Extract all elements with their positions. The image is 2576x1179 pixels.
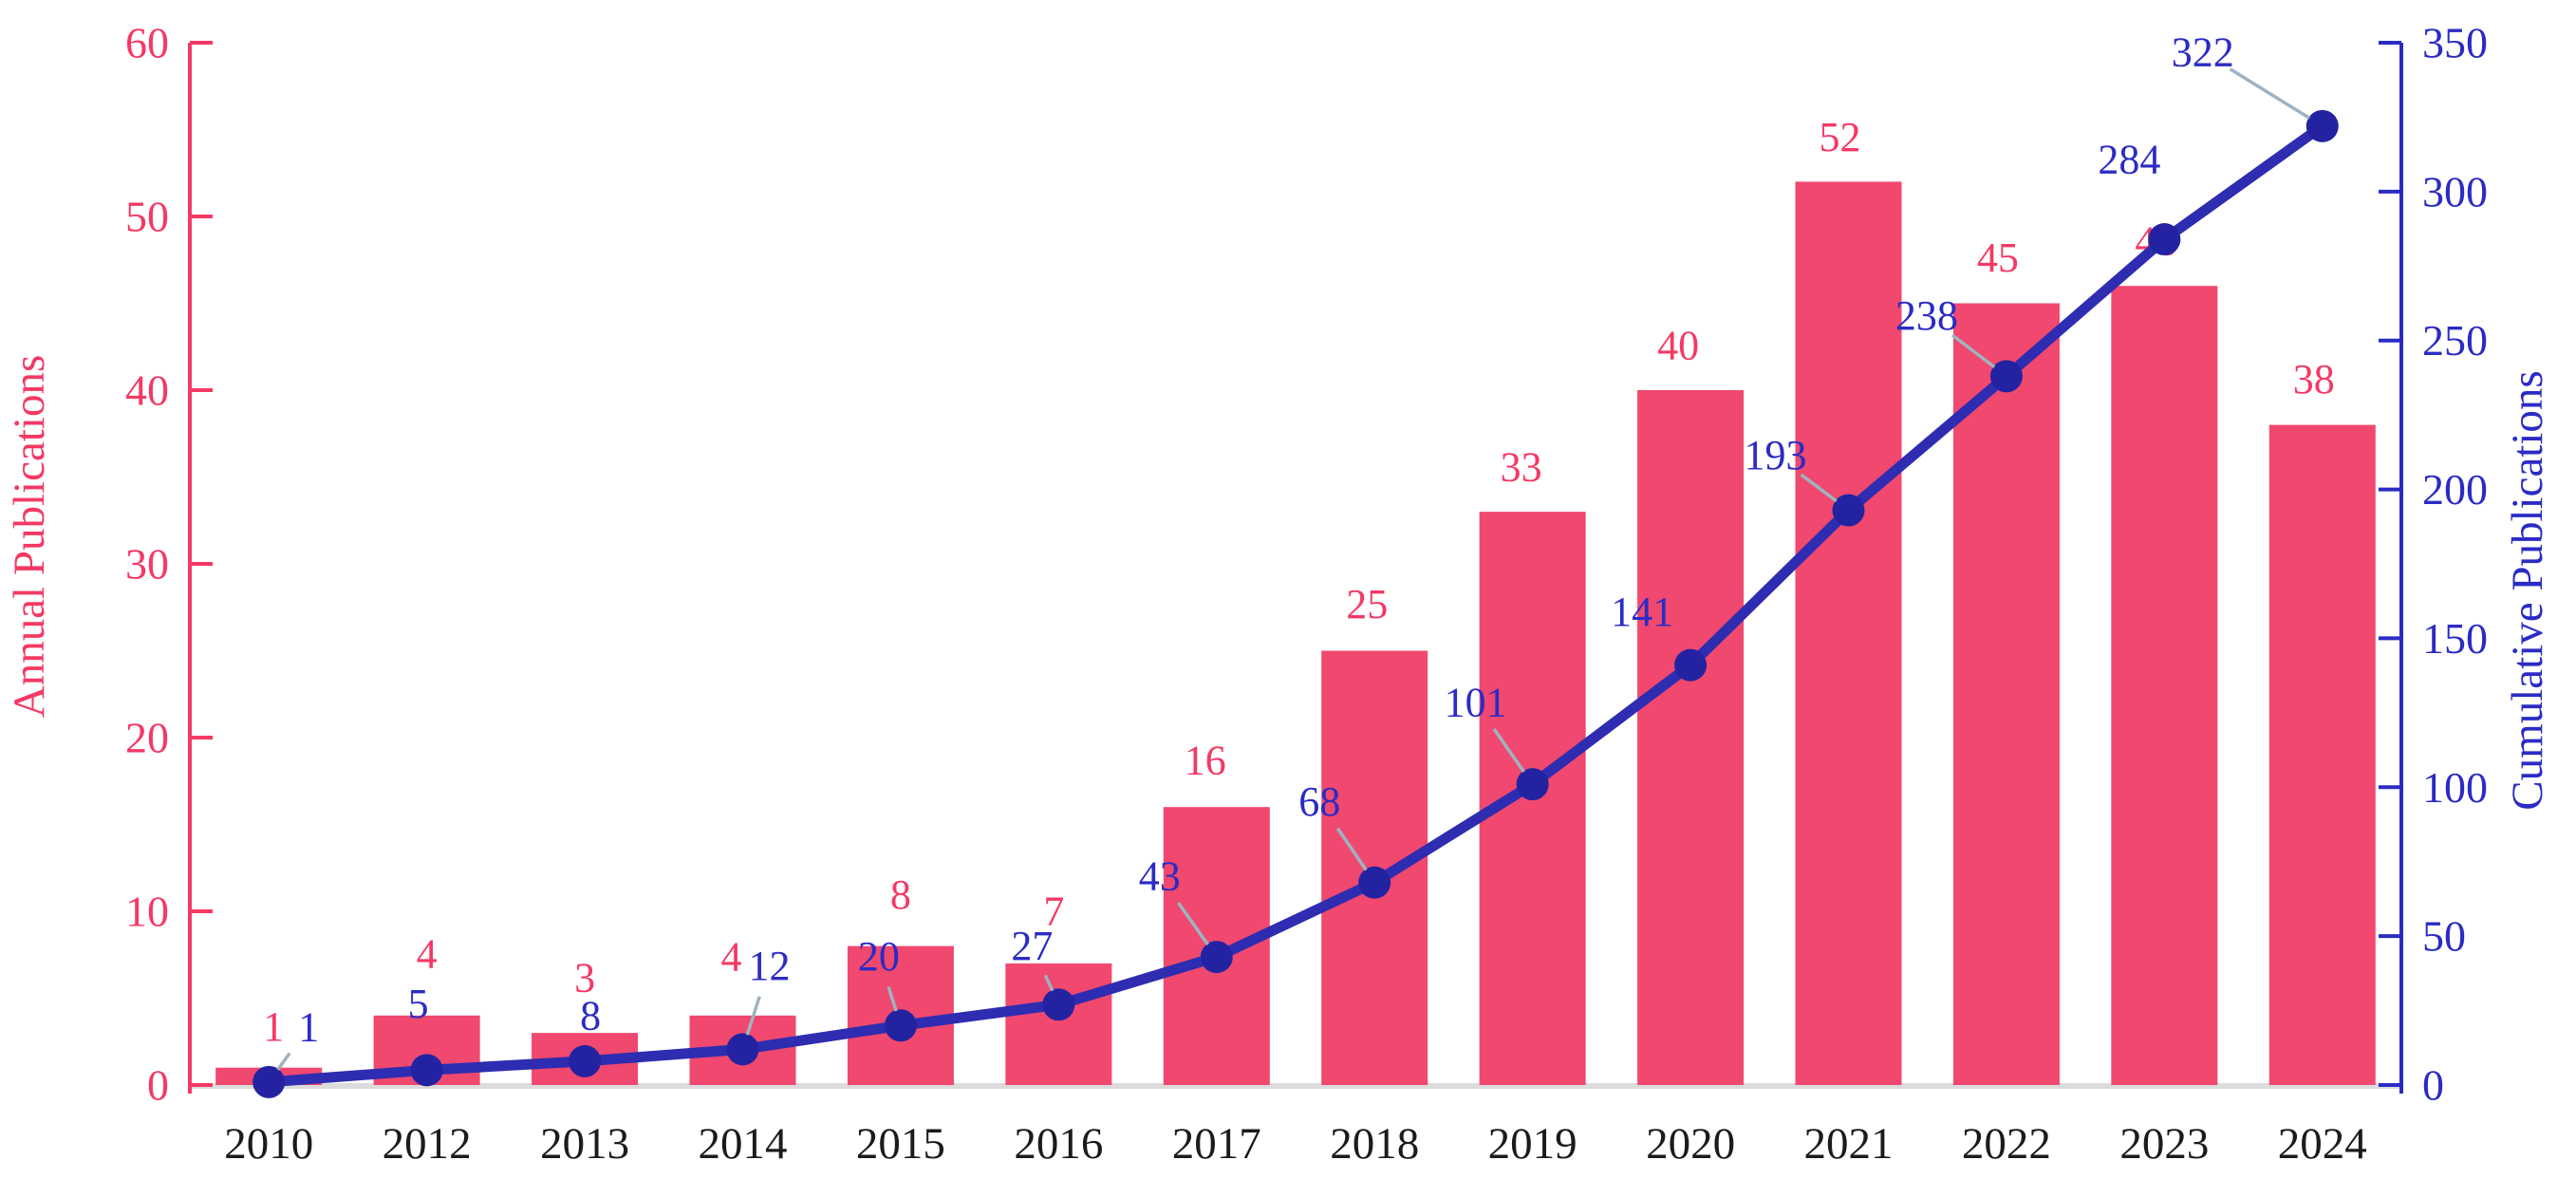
cumulative-value-label-2012: 5 bbox=[408, 981, 429, 1027]
leader-line-2014 bbox=[745, 996, 761, 1036]
x-tick-label-2017: 2017 bbox=[1172, 1119, 1261, 1169]
right-axis-tick-label-300: 300 bbox=[2422, 167, 2488, 215]
right-axis-tick-label-350: 350 bbox=[2422, 19, 2488, 67]
annual-value-label-2010: 1 bbox=[263, 1003, 284, 1050]
annual-value-label-2022: 45 bbox=[1977, 234, 2019, 281]
x-tick-label-2012: 2012 bbox=[383, 1119, 472, 1169]
left-axis-tick-label-60: 60 bbox=[125, 19, 169, 67]
leader-line-2010 bbox=[276, 1052, 291, 1071]
cumulative-marker-2023 bbox=[2148, 223, 2181, 256]
cumulative-marker-2018 bbox=[1358, 866, 1391, 899]
leader-line-2015 bbox=[887, 986, 898, 1012]
annual-value-label-2013: 3 bbox=[574, 955, 595, 1001]
x-tick-label-2018: 2018 bbox=[1330, 1119, 1419, 1169]
right-axis-title: Cumulative Publications bbox=[2503, 370, 2552, 810]
annual-value-label-2019: 33 bbox=[1501, 444, 1542, 491]
cumulative-marker-2017 bbox=[1200, 941, 1233, 974]
left-axis-tick-label-0: 0 bbox=[147, 1061, 169, 1110]
leader-line-2017 bbox=[1176, 901, 1209, 946]
bar-2022 bbox=[1952, 303, 2060, 1085]
leader-line-2019 bbox=[1492, 728, 1525, 774]
right-axis-tick-label-150: 150 bbox=[2422, 614, 2488, 663]
x-tick-label-2022: 2022 bbox=[1962, 1119, 2051, 1169]
cumulative-value-label-2017: 43 bbox=[1139, 853, 1181, 900]
annual-value-label-2020: 40 bbox=[1657, 323, 1699, 369]
right-axis-tick-label-200: 200 bbox=[2422, 465, 2488, 514]
x-tick-label-2015: 2015 bbox=[856, 1119, 945, 1169]
annual-value-label-2021: 52 bbox=[1820, 114, 1861, 160]
bar-2024 bbox=[2268, 424, 2376, 1086]
annual-value-label-2012: 4 bbox=[417, 930, 438, 977]
cumulative-marker-2020 bbox=[1674, 648, 1708, 682]
x-axis-baseline-layer: 2010 2012 2013 2014 2015 2016 2017 2018 2019 2020… bbox=[190, 1083, 2401, 1169]
leader-line-2022 bbox=[1951, 333, 1996, 369]
left-axis-tick-label-30: 30 bbox=[125, 540, 169, 589]
cumulative-value-label-2016: 27 bbox=[1011, 923, 1053, 969]
cumulative-line bbox=[263, 121, 2328, 1088]
annual-value-labels-layer: 1434871625334052454638 bbox=[263, 114, 2335, 1050]
cumulative-value-label-2013: 8 bbox=[580, 992, 601, 1039]
x-tick-label-2019: 2019 bbox=[1488, 1119, 1577, 1169]
cumulative-marker-2016 bbox=[1042, 988, 1075, 1021]
cumulative-marker-2022 bbox=[1989, 360, 2023, 393]
leader-line-2021 bbox=[1800, 473, 1838, 503]
annual-value-label-2015: 8 bbox=[890, 871, 911, 918]
cumulative-marker-2012 bbox=[410, 1054, 443, 1087]
left-axis-tick-label-20: 20 bbox=[125, 714, 169, 762]
cumulative-marker-2014 bbox=[726, 1033, 759, 1066]
bar-2023 bbox=[2111, 286, 2218, 1085]
cumulative-value-label-2021: 193 bbox=[1745, 432, 1807, 478]
right-axis-tick-label-100: 100 bbox=[2422, 763, 2488, 812]
leader-line-2018 bbox=[1335, 827, 1368, 871]
cumulative-value-label-2020: 141 bbox=[1611, 589, 1673, 635]
bar-2016 bbox=[1005, 963, 1112, 1085]
annual-value-label-2016: 7 bbox=[1043, 888, 1064, 934]
right-axis-tick-label-0: 0 bbox=[2422, 1061, 2444, 1110]
left-axis-tick-label-10: 10 bbox=[125, 888, 169, 936]
x-tick-label-2013: 2013 bbox=[540, 1119, 629, 1169]
bar-2020 bbox=[1637, 390, 1745, 1085]
x-axis-baseline bbox=[190, 1083, 2401, 1089]
bar-2021 bbox=[1795, 181, 1902, 1085]
cumulative-value-label-2019: 101 bbox=[1445, 680, 1507, 726]
cumulative-value-label-2023: 284 bbox=[2098, 137, 2160, 183]
axes-layer: 0 10 20 30 40 50 60 0 50 100 150 200 250 300 350 bbox=[125, 19, 2488, 1110]
leader-line-2024 bbox=[2229, 67, 2311, 120]
cumulative-marker-2019 bbox=[1516, 768, 1549, 801]
annual-value-label-2024: 38 bbox=[2293, 356, 2335, 402]
left-axis-tick-label-40: 40 bbox=[125, 366, 169, 415]
cumulative-marker-2015 bbox=[884, 1009, 917, 1042]
x-tick-label-2021: 2021 bbox=[1804, 1119, 1894, 1169]
x-tick-label-2010: 2010 bbox=[224, 1119, 313, 1169]
right-axis-tick-label-50: 50 bbox=[2422, 912, 2466, 961]
annual-value-label-2014: 4 bbox=[721, 933, 742, 980]
leader-line-2016 bbox=[1043, 974, 1055, 992]
cumulative-marker-2010 bbox=[252, 1065, 286, 1098]
left-axis-title: Annual Publications bbox=[5, 355, 54, 719]
right-axis-tick-label-250: 250 bbox=[2422, 316, 2488, 365]
x-tick-label-2020: 2020 bbox=[1646, 1119, 1735, 1169]
annual-value-label-2017: 16 bbox=[1185, 738, 1226, 784]
cumulative-value-label-2018: 68 bbox=[1298, 778, 1340, 825]
x-tick-label-2023: 2023 bbox=[2119, 1119, 2209, 1169]
cumulative-value-label-2024: 322 bbox=[2172, 28, 2234, 75]
annual-value-label-2018: 25 bbox=[1346, 581, 1388, 627]
cumulative-value-label-2010: 1 bbox=[298, 1003, 319, 1050]
cumulative-value-label-2015: 20 bbox=[858, 933, 900, 980]
annual-bars-layer bbox=[215, 181, 2376, 1086]
cumulative-value-label-2022: 238 bbox=[1895, 292, 1958, 339]
x-tick-label-2014: 2014 bbox=[699, 1119, 788, 1169]
left-axis-tick-label-50: 50 bbox=[125, 193, 169, 241]
x-tick-label-2016: 2016 bbox=[1014, 1119, 1103, 1169]
cumulative-value-label-2014: 12 bbox=[749, 943, 791, 989]
cumulative-marker-2013 bbox=[569, 1044, 602, 1077]
cumulative-line-layer bbox=[252, 109, 2339, 1098]
cumulative-marker-2021 bbox=[1832, 494, 1865, 527]
cumulative-marker-2024 bbox=[2305, 109, 2339, 142]
x-tick-label-2024: 2024 bbox=[2278, 1119, 2367, 1169]
